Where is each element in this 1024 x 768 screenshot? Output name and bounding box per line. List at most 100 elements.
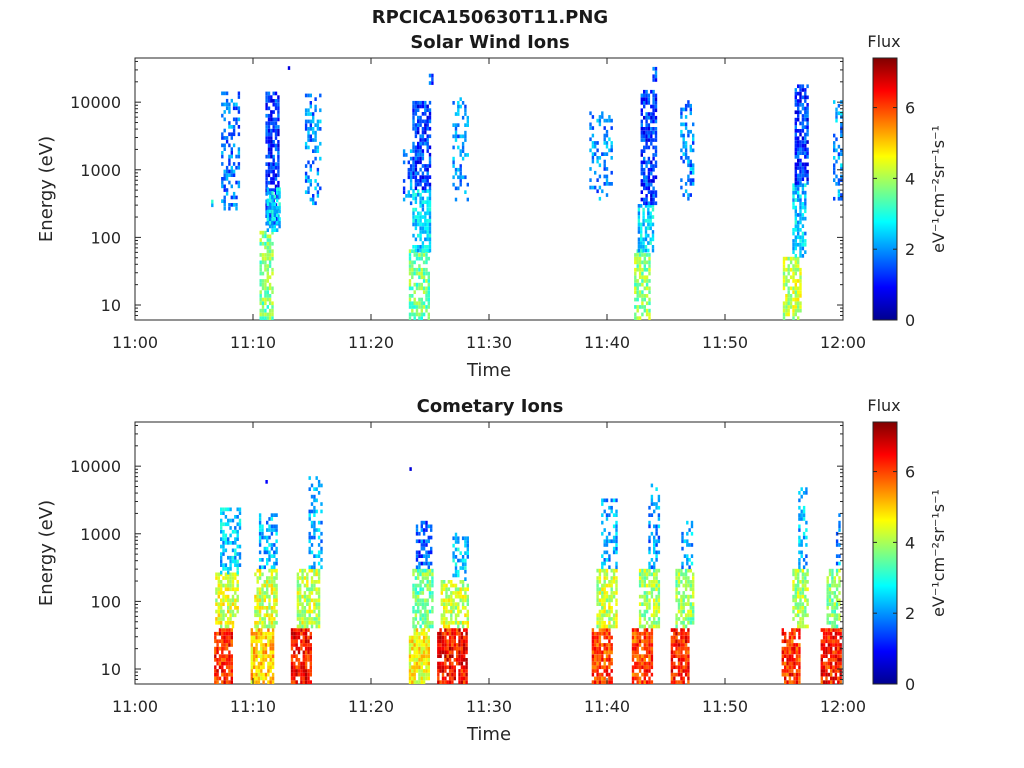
spectrogram-cell — [596, 672, 599, 677]
spectrogram-cell — [426, 230, 429, 234]
spectrogram-cell — [402, 160, 406, 165]
spectrogram-cell — [782, 267, 786, 272]
spectrogram-cell — [413, 669, 416, 673]
spectrogram-cell — [648, 290, 651, 294]
spectrogram-cell — [235, 121, 238, 125]
spectrogram-cell — [270, 554, 274, 558]
spectrogram-cell — [229, 555, 232, 560]
spectrogram-cell — [225, 98, 229, 103]
spectrogram-cell — [415, 631, 419, 636]
spectrogram-cell — [258, 613, 262, 618]
spectrogram-cell — [259, 230, 262, 235]
spectrogram-cell — [640, 204, 643, 208]
spectrogram-cell — [437, 654, 440, 658]
spectrogram-cell — [589, 122, 592, 127]
spectrogram-cell — [457, 540, 460, 544]
spectrogram-cell — [782, 308, 786, 313]
spectrogram-cell — [303, 606, 307, 610]
spectrogram-cell — [835, 624, 839, 629]
spectrogram-cell — [454, 171, 458, 176]
spectrogram-cell — [236, 587, 239, 592]
spectrogram-cell — [258, 609, 262, 614]
spectrogram-cell — [312, 119, 315, 124]
spectrogram-cell — [405, 153, 408, 157]
spectrogram-cell — [306, 617, 309, 621]
spectrogram-cell — [806, 162, 809, 167]
spectrogram-cell — [224, 522, 228, 527]
spectrogram-cell — [648, 312, 651, 317]
spectrogram-cell — [234, 602, 237, 606]
spectrogram-cell — [316, 194, 320, 198]
spectrogram-cell — [637, 226, 641, 231]
spectrogram-cell — [412, 156, 415, 161]
spectrogram-cell — [610, 505, 613, 510]
spectrogram-cell — [465, 631, 468, 636]
spectrogram-cell — [792, 198, 795, 202]
spectrogram-cell — [221, 143, 224, 148]
spectrogram-cell — [229, 587, 232, 592]
spectrogram-cell — [273, 209, 276, 214]
spectrogram-cell — [687, 639, 690, 644]
spectrogram-cell — [421, 186, 425, 191]
spectrogram-cell — [265, 91, 268, 96]
spectrogram-cell — [649, 222, 652, 227]
spectrogram-cell — [801, 606, 805, 610]
spectrogram-cell — [426, 245, 429, 249]
spectrogram-cell — [237, 180, 241, 185]
spectrogram-cell — [839, 672, 842, 677]
spectrogram-cell — [255, 639, 258, 644]
spectrogram-cell — [457, 175, 460, 180]
spectrogram-cell — [797, 594, 800, 599]
spectrogram-cell — [638, 256, 642, 261]
spectrogram-cell — [236, 606, 239, 610]
spectrogram-cell — [445, 583, 448, 588]
spectrogram-cell — [217, 602, 220, 606]
spectrogram-cell — [612, 546, 616, 551]
spectrogram-cell — [463, 672, 466, 677]
spectrogram-cell — [801, 572, 805, 577]
spectrogram-cell — [300, 628, 303, 632]
spectrogram-cell — [297, 646, 301, 651]
spectrogram-cell — [409, 201, 413, 206]
spectrogram-cell — [264, 267, 267, 272]
spectrogram-cell — [641, 267, 644, 272]
spectrogram-cell — [797, 129, 800, 133]
spectrogram-cell — [641, 294, 644, 298]
spectrogram-cell — [223, 203, 226, 207]
spectrogram-cell — [417, 179, 420, 183]
spectrogram-cell — [636, 264, 639, 268]
spectrogram-cell — [598, 650, 602, 655]
spectrogram-cell — [261, 308, 265, 313]
spectrogram-cell — [833, 178, 836, 182]
spectrogram-cell — [310, 535, 314, 540]
spectrogram-cell — [650, 160, 653, 165]
solar-wind-panel: Solar Wind Ions 11:00 11:10 11:20 11:30 11:4… — [36, 32, 948, 381]
spectrogram-cell — [689, 580, 692, 584]
spectrogram-cell — [636, 635, 639, 640]
spectrogram-cell — [684, 613, 688, 618]
spectrogram-cell — [638, 669, 642, 673]
spectrogram-cell — [657, 598, 661, 603]
spectrogram-cell — [689, 609, 692, 614]
spectrogram-cell — [268, 524, 271, 529]
spectrogram-cell — [640, 123, 643, 127]
spectrogram-cell — [463, 650, 466, 655]
spectrogram-cell — [313, 520, 316, 525]
spectrogram-cell — [237, 162, 241, 166]
spectrogram-cell — [834, 669, 838, 673]
spectrogram-cell — [648, 580, 651, 584]
spectrogram-cell — [437, 661, 440, 666]
spectrogram-cell — [214, 658, 217, 662]
spectrogram-cell — [421, 130, 425, 135]
spectrogram-cell — [640, 93, 643, 98]
spectrogram-cell — [417, 149, 420, 153]
spectrogram-cell — [451, 639, 454, 644]
spectrogram-cell — [264, 312, 267, 317]
spectrogram-cell — [797, 231, 800, 236]
spectrogram-cell — [798, 665, 801, 670]
spectrogram-cell — [643, 624, 646, 629]
spectrogram-cell — [830, 643, 833, 647]
spectrogram-cell — [794, 312, 797, 317]
spectrogram-cell — [313, 528, 316, 532]
spectrogram-cell — [412, 167, 415, 172]
